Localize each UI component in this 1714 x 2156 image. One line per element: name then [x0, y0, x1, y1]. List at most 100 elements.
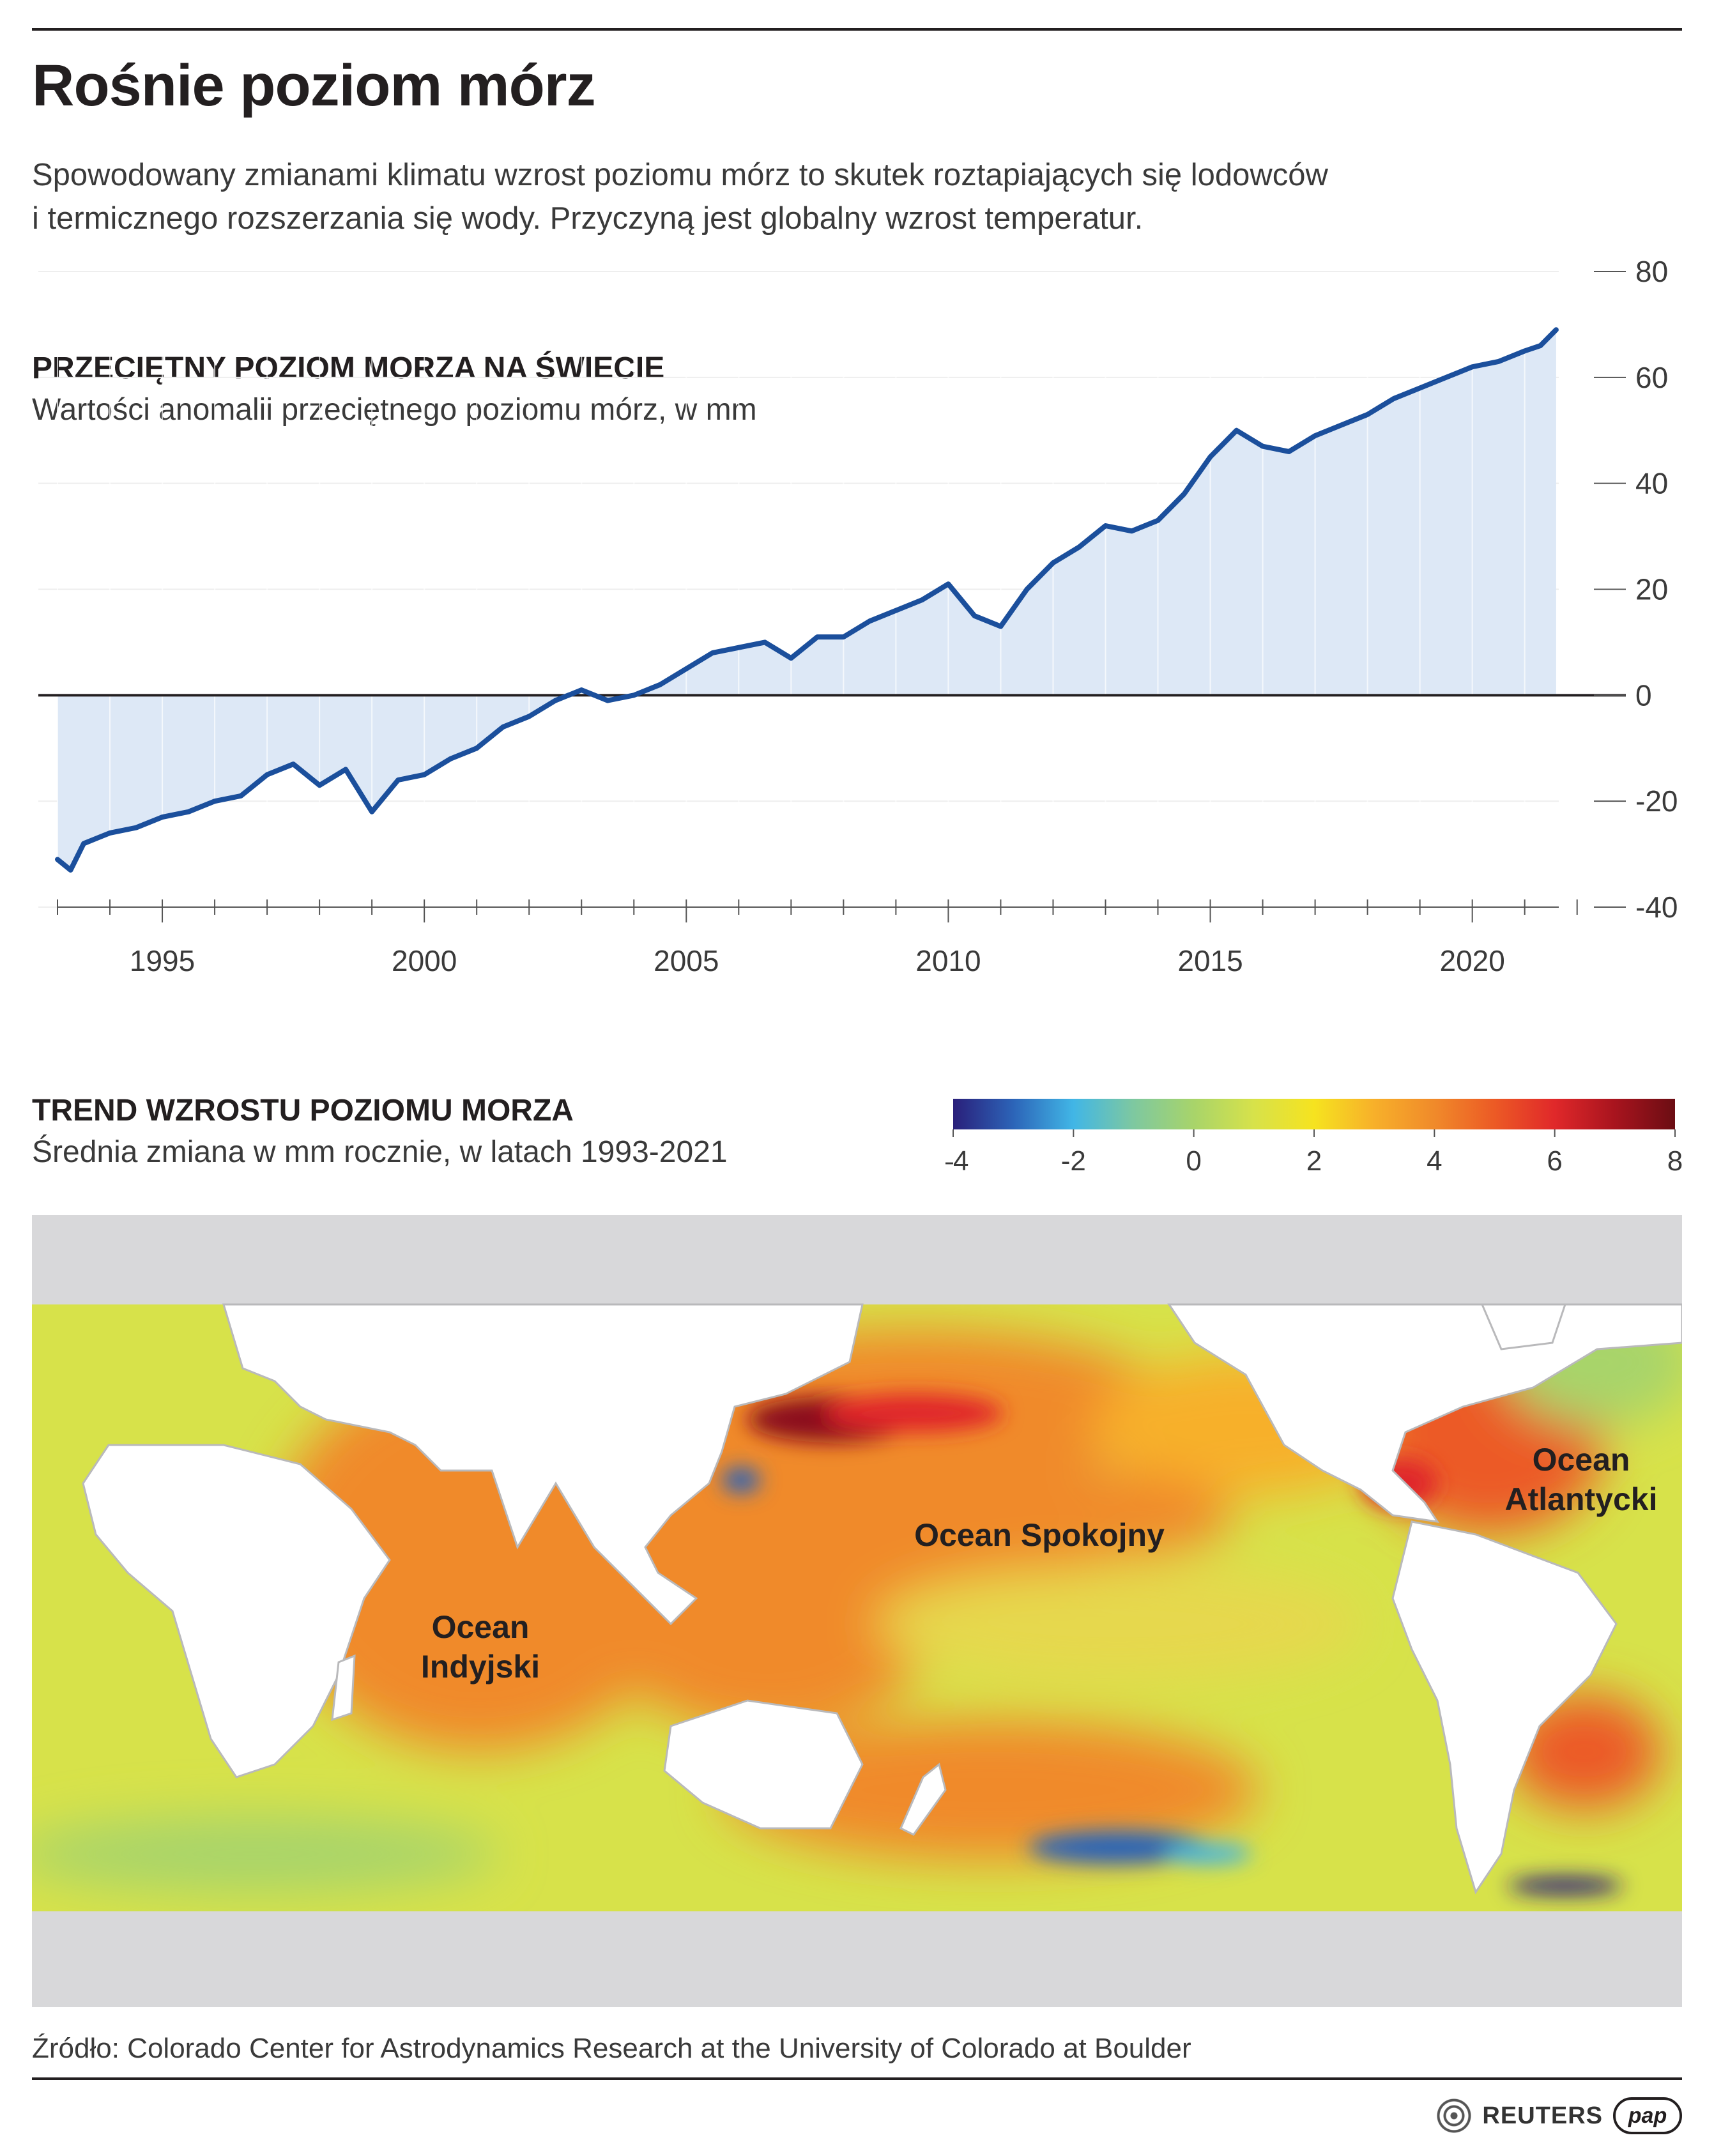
- reuters-logo-text: REUTERS: [1482, 2102, 1603, 2129]
- data-point: [160, 815, 165, 820]
- data-point: [344, 767, 348, 772]
- data-point: [1156, 518, 1160, 523]
- data-point: [632, 693, 636, 698]
- data-point: [946, 582, 951, 586]
- y-tick-label: 20: [1635, 573, 1668, 606]
- x-tick-label: 2015: [1177, 944, 1243, 977]
- colorbar-legend: –4 -2 0 2 4 6 8: [945, 1099, 1683, 1177]
- reuters-logo-icon: [1436, 2098, 1473, 2134]
- data-point: [606, 698, 610, 703]
- pap-logo: pap: [1613, 2097, 1682, 2134]
- y-tick-label: -40: [1635, 891, 1678, 924]
- data-point: [553, 698, 558, 703]
- data-point: [1260, 444, 1265, 448]
- data-point: [187, 809, 191, 814]
- y-tick-label: 60: [1635, 361, 1668, 394]
- data-point: [1129, 529, 1134, 533]
- colorbar-tick-label: -2: [1061, 1145, 1086, 1177]
- chart-y-axis: -40 -20 0 20 40 60 80: [1594, 255, 1678, 924]
- data-point: [1077, 545, 1082, 549]
- ocean-label-atlantic-line2: Atlantycki: [1505, 1481, 1658, 1517]
- data-point: [291, 762, 296, 767]
- data-point: [68, 868, 73, 872]
- series-area: [57, 330, 1556, 870]
- data-point: [1418, 386, 1422, 390]
- page-title: Rośnie poziom mórz: [32, 53, 596, 118]
- antarctica-band: [32, 1911, 1682, 2007]
- data-point: [841, 635, 846, 639]
- data-point: [1287, 449, 1291, 454]
- data-point: [501, 725, 505, 730]
- x-tick-label: 2020: [1439, 944, 1504, 977]
- continent-north-america: [1167, 1303, 1683, 1523]
- sea-level-trend-map: Ocean Indyjski Ocean Spokojny Ocean Atla…: [32, 1215, 1683, 2007]
- continent-africa: [82, 1444, 391, 1778]
- continent-australia: [663, 1699, 864, 1830]
- chart-title: PRZECIĘTNY POZIOM MORZA NA ŚWIECIE: [32, 351, 665, 385]
- data-point: [684, 666, 689, 671]
- data-point: [108, 830, 112, 835]
- data-point: [239, 793, 243, 798]
- x-tick-label: 2005: [654, 944, 719, 977]
- data-point: [265, 772, 270, 777]
- data-point: [56, 857, 59, 862]
- chart-series-line: [55, 327, 1559, 873]
- colorbar-tick-label: 0: [1186, 1145, 1201, 1177]
- data-point: [1365, 412, 1370, 417]
- data-point: [1470, 365, 1474, 369]
- data-point: [1051, 561, 1055, 565]
- ocean-label-indian-line1: Ocean: [432, 1609, 530, 1645]
- colorbar-tick-label: 4: [1427, 1145, 1442, 1177]
- data-point: [815, 635, 820, 639]
- island-new-zealand: [899, 1762, 947, 1836]
- data-point: [1339, 423, 1343, 427]
- map-title: TREND WZROSTU POZIOMU MORZA: [32, 1094, 574, 1128]
- colorbar-gradient: [953, 1099, 1675, 1129]
- data-point: [579, 688, 584, 692]
- data-point: [1313, 434, 1317, 438]
- island-madagascar: [331, 1654, 356, 1722]
- data-point: [318, 783, 322, 788]
- colorbar-tick-label: –4: [945, 1145, 968, 1177]
- data-point: [658, 682, 662, 687]
- x-tick-label: 1995: [130, 944, 195, 977]
- colorbar-ticks: –4 -2 0 2 4 6 8: [945, 1129, 1683, 1177]
- sea-level-chart: -40 -20 0 20 40 60 80 1995 2000 2005 2010 2015 2020: [38, 255, 1678, 977]
- chart-subtitle: Wartości anomalii przeciętnego poziomu m…: [32, 393, 757, 427]
- publisher-logos: REUTERS pap: [1436, 2097, 1682, 2135]
- top-rule: [32, 28, 1682, 31]
- data-point: [763, 640, 767, 645]
- data-point: [894, 608, 898, 613]
- data-point: [1522, 349, 1527, 353]
- y-tick-label: 40: [1635, 467, 1668, 500]
- y-tick-label: -20: [1635, 784, 1678, 818]
- world-map: Ocean Indyjski Ocean Spokojny Ocean Atla…: [32, 1215, 1683, 2007]
- ocean-label-atlantic-line1: Ocean: [1533, 1442, 1630, 1478]
- data-point: [1444, 375, 1448, 379]
- data-point: [1234, 428, 1239, 432]
- data-point: [396, 778, 401, 782]
- colorbar-tick-label: 6: [1547, 1145, 1562, 1177]
- data-point: [370, 809, 374, 814]
- data-point: [1554, 328, 1558, 332]
- ocean-label-pacific: Ocean Spokojny: [914, 1517, 1165, 1553]
- continent-south-america: [1391, 1520, 1618, 1895]
- source-note: Źródło: Colorado Center for Astrodynamic…: [32, 2033, 1191, 2064]
- data-point: [1496, 359, 1501, 363]
- continent-eurasia: [222, 1303, 864, 1626]
- ocean-label-indian-line2: Indyjski: [421, 1649, 540, 1685]
- continents: [82, 1303, 1683, 1895]
- data-point: [789, 656, 793, 661]
- data-point: [1025, 587, 1029, 592]
- data-point: [134, 825, 139, 830]
- data-point: [868, 619, 872, 623]
- data-point: [1391, 397, 1396, 401]
- colorbar-tick-label: 8: [1667, 1145, 1683, 1177]
- x-tick-label: 2010: [915, 944, 981, 977]
- y-tick-label: 0: [1635, 678, 1652, 712]
- data-point: [999, 624, 1003, 629]
- island-greenland: [1480, 1303, 1567, 1350]
- y-tick-label: 80: [1635, 255, 1668, 288]
- data-point: [710, 651, 715, 655]
- chart-area-fill: [38, 297, 1626, 882]
